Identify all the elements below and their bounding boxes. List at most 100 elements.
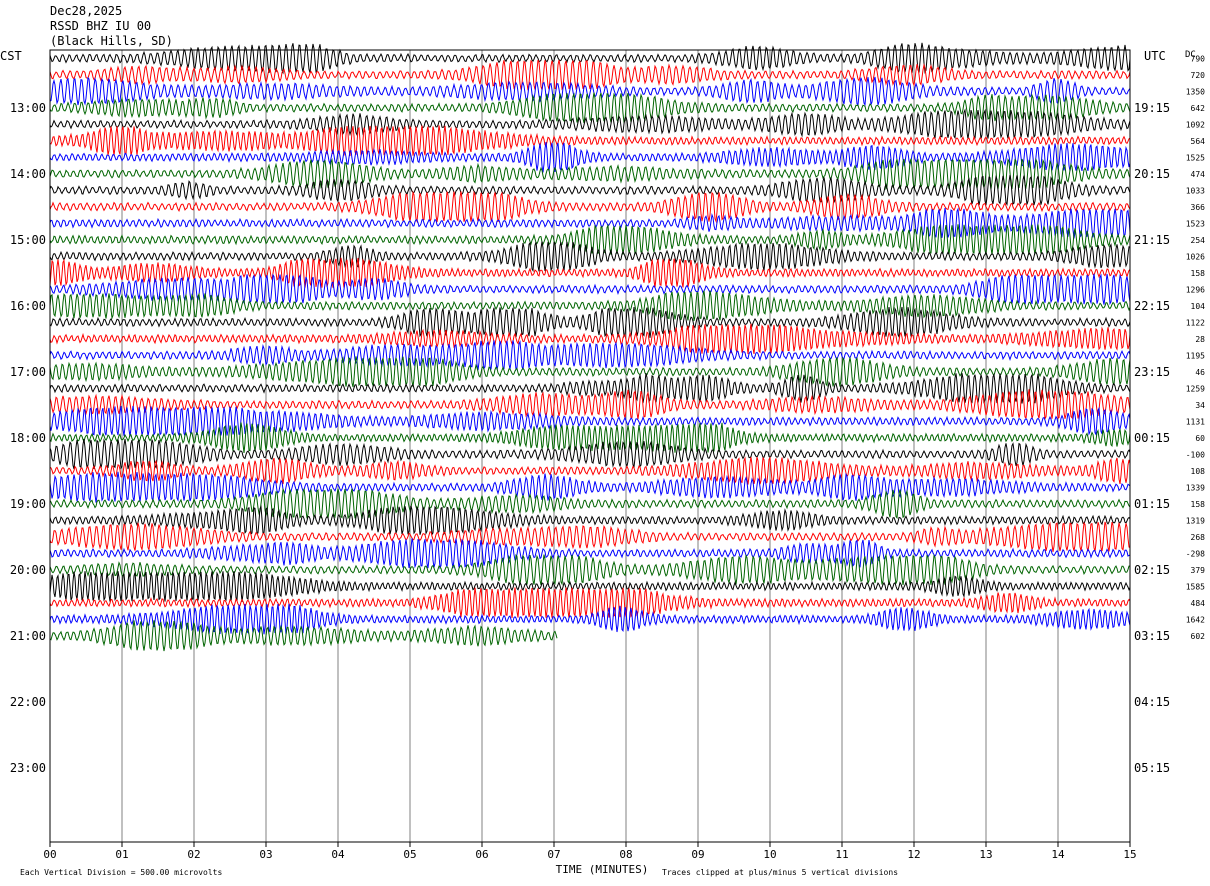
trace-line xyxy=(49,290,1131,322)
dc-offset-label: 46 xyxy=(1195,368,1205,377)
trace-line xyxy=(49,340,1131,372)
dc-offset-label: 1525 xyxy=(1186,153,1205,162)
x-tick-label: 09 xyxy=(691,848,704,861)
x-tick-label: 14 xyxy=(1051,848,1065,861)
dc-offset-label: 254 xyxy=(1191,236,1206,245)
cst-hour-label: 16:00 xyxy=(10,299,46,313)
utc-hour-label: 00:15 xyxy=(1134,431,1170,445)
trace-line xyxy=(49,505,1131,536)
cst-hour-label: 13:00 xyxy=(10,101,46,115)
utc-hour-label: 05:15 xyxy=(1134,761,1170,775)
dc-offset-label: 60 xyxy=(1195,434,1205,443)
x-tick-label: 06 xyxy=(475,848,488,861)
trace-line xyxy=(49,538,1131,570)
location-label: (Black Hills, SD) xyxy=(50,34,173,48)
trace-line xyxy=(49,389,1131,421)
dc-offset-label: 484 xyxy=(1191,599,1206,608)
dc-offset-label: 1350 xyxy=(1186,87,1205,96)
dc-offset-label: 1523 xyxy=(1186,219,1205,228)
dc-offset-label: 1033 xyxy=(1186,186,1205,195)
cst-hour-label: 17:00 xyxy=(10,365,46,379)
seismic-traces xyxy=(49,42,1131,652)
utc-hour-label: 21:15 xyxy=(1134,233,1170,247)
trace-line xyxy=(49,405,1131,437)
cst-hour-label: 21:00 xyxy=(10,629,46,643)
dc-offset-label: 34 xyxy=(1195,401,1205,410)
x-tick-label: 11 xyxy=(835,848,848,861)
dc-offset-label: 790 xyxy=(1191,54,1206,63)
trace-line xyxy=(49,471,1131,503)
cst-label: CST xyxy=(0,49,22,63)
x-tick-label: 03 xyxy=(259,848,272,861)
trace-line xyxy=(49,207,1131,239)
dc-offset-label: 1339 xyxy=(1186,483,1205,492)
dc-offset-label: -298 xyxy=(1186,549,1205,558)
x-tick-label: 01 xyxy=(115,848,128,861)
dc-offset-label: 1122 xyxy=(1186,318,1205,327)
x-axis-title: TIME (MINUTES) xyxy=(556,863,649,876)
cst-hour-label: 15:00 xyxy=(10,233,46,247)
trace-line xyxy=(49,422,1131,453)
trace-line xyxy=(49,241,1131,273)
trace-line xyxy=(49,306,1131,339)
plot-header: Dec28,2025 RSSD BHZ IU 00 (Black Hills, … xyxy=(50,4,173,49)
trace-line xyxy=(49,190,1131,224)
utc-hour-label: 04:15 xyxy=(1134,695,1170,709)
dc-label: DC xyxy=(1185,50,1196,60)
dc-offset-label: 1195 xyxy=(1186,351,1205,360)
cst-hour-label: 20:00 xyxy=(10,563,46,577)
trace-line xyxy=(49,487,1131,520)
trace-line xyxy=(49,92,1131,124)
station-label: RSSD BHZ IU 00 xyxy=(50,19,152,33)
cst-hour-label: 18:00 xyxy=(10,431,46,445)
dc-offset-label: 1296 xyxy=(1186,285,1205,294)
dc-offset-label: 104 xyxy=(1191,302,1206,311)
dc-offset-label: 28 xyxy=(1195,335,1205,344)
trace-line xyxy=(49,456,1131,485)
x-tick-label: 08 xyxy=(619,848,632,861)
dc-offset-label: 564 xyxy=(1191,137,1206,146)
dc-offset-label: 108 xyxy=(1191,467,1206,476)
cst-hour-label: 23:00 xyxy=(10,761,46,775)
utc-hour-label: 23:15 xyxy=(1134,365,1170,379)
dc-offset-label: 366 xyxy=(1191,203,1206,212)
utc-hour-label: 03:15 xyxy=(1134,629,1170,643)
x-tick-label: 04 xyxy=(331,848,345,861)
trace-line xyxy=(49,603,1131,635)
trace-line xyxy=(49,372,1131,404)
trace-line xyxy=(49,323,1131,355)
dc-offset-label: 1131 xyxy=(1186,417,1205,426)
utc-hour-label: 01:15 xyxy=(1134,497,1170,511)
utc-hour-label: 02:15 xyxy=(1134,563,1170,577)
utc-label: UTC xyxy=(1144,49,1166,63)
dc-offset-label: 642 xyxy=(1191,104,1206,113)
dc-offset-label: 1259 xyxy=(1186,384,1205,393)
trace-line xyxy=(49,175,1131,206)
x-tick-label: 00 xyxy=(43,848,56,861)
utc-hour-label: 19:15 xyxy=(1134,101,1170,115)
dc-offset-label: 474 xyxy=(1191,170,1206,179)
dc-offset-label: 602 xyxy=(1191,632,1206,641)
trace-line xyxy=(49,571,1131,602)
trace-line xyxy=(49,59,1131,91)
x-tick-label: 07 xyxy=(547,848,560,861)
dc-offset-label: 1585 xyxy=(1186,582,1205,591)
trace-line xyxy=(49,257,1131,288)
x-tick-label: 02 xyxy=(187,848,200,861)
trace-line xyxy=(49,521,1131,552)
dc-offset-label: 1092 xyxy=(1186,120,1205,129)
dc-offset-label: 1642 xyxy=(1186,615,1205,624)
dc-offset-label: 1319 xyxy=(1186,516,1205,525)
utc-hour-label: 22:15 xyxy=(1134,299,1170,313)
x-tick-label: 10 xyxy=(763,848,776,861)
trace-line xyxy=(49,157,1131,191)
clip-note: Traces clipped at plus/minus 5 vertical … xyxy=(662,868,898,877)
plot-frame xyxy=(49,49,1131,843)
x-tick-label: 15 xyxy=(1123,848,1136,861)
dc-offset-label: -100 xyxy=(1186,450,1205,459)
dc-offset-label: 158 xyxy=(1191,269,1206,278)
cst-hour-label: 22:00 xyxy=(10,695,46,709)
date-label: Dec28,2025 xyxy=(50,4,123,18)
cst-hour-label: 14:00 xyxy=(10,167,46,181)
trace-line xyxy=(49,76,1131,107)
